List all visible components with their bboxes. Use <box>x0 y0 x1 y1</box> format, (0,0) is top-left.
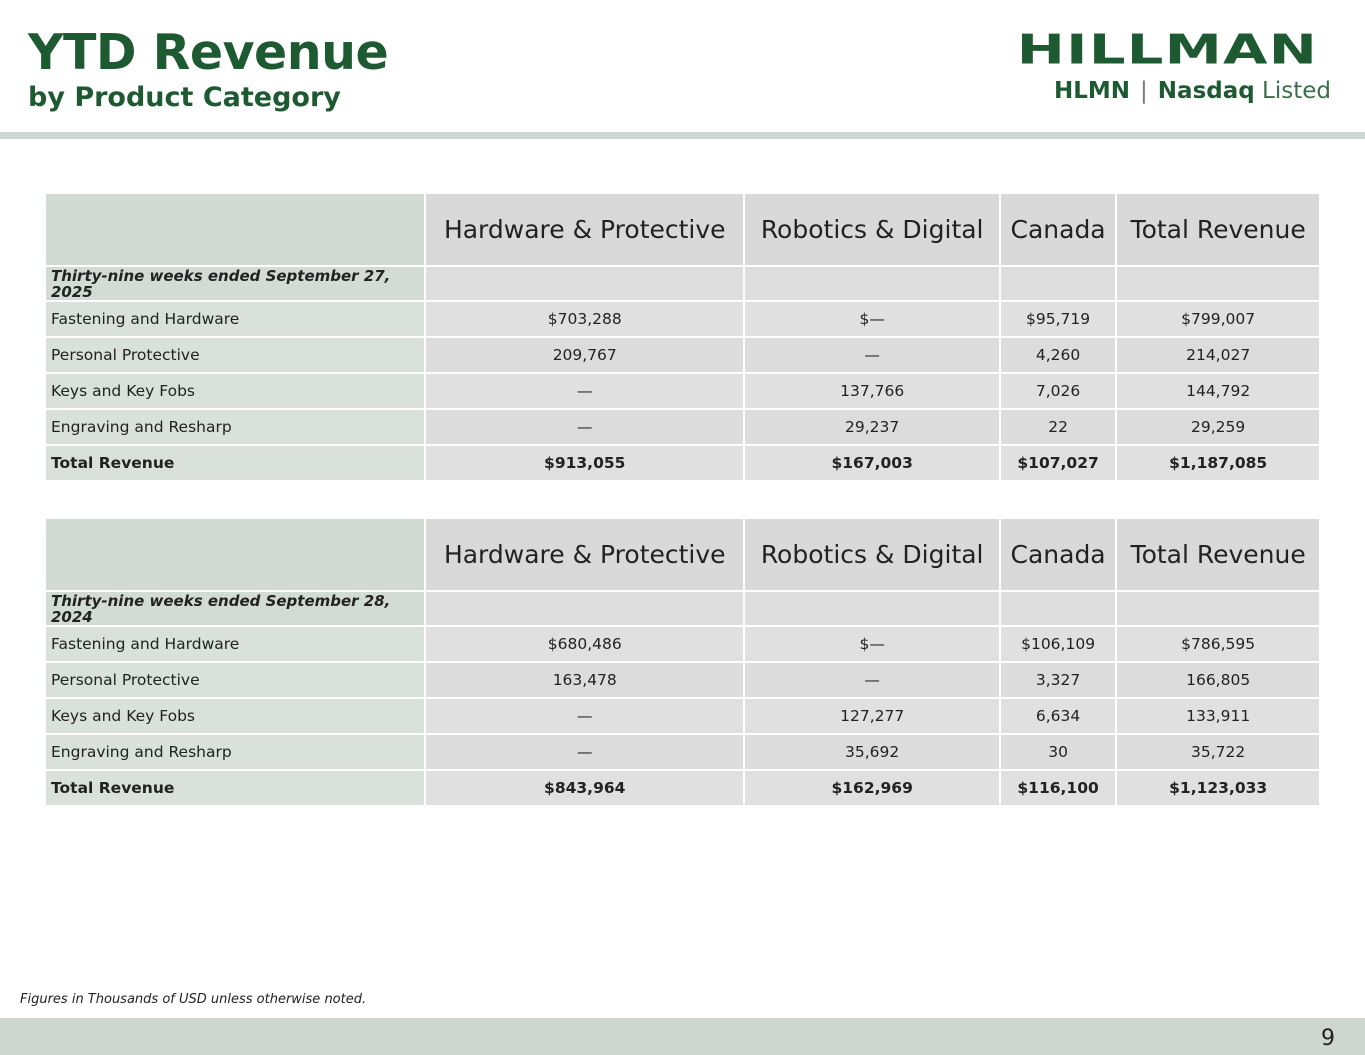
table-cell: $107,027 <box>1000 446 1116 480</box>
period-row: Thirty-nine weeks ended September 27, 20… <box>46 267 1319 300</box>
period-label: Thirty-nine weeks ended September 27, 20… <box>46 267 424 300</box>
table-cell: 209,767 <box>426 338 744 372</box>
empty-cell <box>1000 592 1116 625</box>
total-row: Total Revenue $843,964 $162,969 $116,100 $1,… <box>46 771 1319 805</box>
row-label: Personal Protective <box>46 338 424 372</box>
header-row: Hardware & Protective Robotics & Digital C… <box>46 194 1319 265</box>
logo-tagline: HLMN | Nasdaq Listed <box>1035 78 1350 104</box>
total-row: Total Revenue $913,055 $167,003 $107,027 $1,… <box>46 446 1319 480</box>
row-label: Fastening and Hardware <box>46 627 424 661</box>
table-cell: 35,692 <box>745 735 999 769</box>
period-label: Thirty-nine weeks ended September 28, 20… <box>46 592 424 625</box>
column-header: Total Revenue <box>1117 519 1319 590</box>
page-subtitle: by Product Category <box>28 82 341 113</box>
table-cell: 166,805 <box>1117 663 1319 697</box>
column-header <box>46 519 424 590</box>
logo-ticker: HLMN <box>1054 78 1131 104</box>
table-cell: $843,964 <box>426 771 744 805</box>
table-row: Fastening and Hardware $703,288 $— $95,719 $… <box>46 302 1319 336</box>
logo-wordmark: HILLMAN <box>1016 24 1319 74</box>
logo-exchange: Nasdaq <box>1157 78 1255 104</box>
table-row: Personal Protective 209,767—4,260 214,027 <box>46 338 1319 372</box>
column-header <box>46 194 424 265</box>
table-cell: 163,478 <box>426 663 744 697</box>
table-cell: — <box>745 338 999 372</box>
column-header: Hardware & Protective <box>426 519 744 590</box>
row-label: Total Revenue <box>46 446 424 480</box>
empty-cell <box>426 592 744 625</box>
logo-listed: Listed <box>1262 78 1331 104</box>
column-header: Canada <box>1000 194 1116 265</box>
row-label: Keys and Key Fobs <box>46 374 424 408</box>
table-cell: — <box>426 699 744 733</box>
table-cell: 35,722 <box>1117 735 1319 769</box>
row-label: Engraving and Resharp <box>46 735 424 769</box>
table-cell: — <box>426 410 744 444</box>
row-label: Total Revenue <box>46 771 424 805</box>
table-cell: 137,766 <box>745 374 999 408</box>
column-header: Total Revenue <box>1117 194 1319 265</box>
table-cell: — <box>426 374 744 408</box>
empty-cell <box>426 267 744 300</box>
table-cell: $1,187,085 <box>1117 446 1319 480</box>
logo-separator: | <box>1140 78 1148 104</box>
table-row: Keys and Key Fobs —137,766 7,026 144,792 <box>46 374 1319 408</box>
table-cell: $— <box>745 302 999 336</box>
table-cell: 214,027 <box>1117 338 1319 372</box>
column-header: Robotics & Digital <box>745 194 999 265</box>
table-cell: $— <box>745 627 999 661</box>
empty-cell <box>1000 267 1116 300</box>
table-cell: 29,237 <box>745 410 999 444</box>
revenue-table-2024: Hardware & Protective Robotics & Digital C… <box>44 517 1321 807</box>
column-header: Robotics & Digital <box>745 519 999 590</box>
table-cell: $116,100 <box>1000 771 1116 805</box>
empty-cell <box>1117 592 1319 625</box>
table-cell: 30 <box>1000 735 1116 769</box>
table-cell: — <box>426 735 744 769</box>
table-cell: $799,007 <box>1117 302 1319 336</box>
row-label: Engraving and Resharp <box>46 410 424 444</box>
table-row: Keys and Key Fobs —127,277 6,634 133,911 <box>46 699 1319 733</box>
table-cell: $162,969 <box>745 771 999 805</box>
table-cell: $106,109 <box>1000 627 1116 661</box>
empty-cell <box>745 592 999 625</box>
table-cell: 7,026 <box>1000 374 1116 408</box>
header-row: Hardware & Protective Robotics & Digital C… <box>46 519 1319 590</box>
row-label: Keys and Key Fobs <box>46 699 424 733</box>
row-label: Personal Protective <box>46 663 424 697</box>
revenue-table-2025: Hardware & Protective Robotics & Digital C… <box>44 192 1321 482</box>
table-row: Fastening and Hardware $680,486 $— $106,109… <box>46 627 1319 661</box>
table-row: Personal Protective 163,478—3,327 166,805 <box>46 663 1319 697</box>
table-cell: $786,595 <box>1117 627 1319 661</box>
table-cell: $913,055 <box>426 446 744 480</box>
table-cell: $703,288 <box>426 302 744 336</box>
footer-bar <box>0 1018 1365 1055</box>
table-cell: 144,792 <box>1117 374 1319 408</box>
table-cell: 22 <box>1000 410 1116 444</box>
column-header: Canada <box>1000 519 1116 590</box>
header-divider <box>0 132 1365 139</box>
page-number: 9 <box>1321 1026 1335 1051</box>
table-cell: 3,327 <box>1000 663 1116 697</box>
table-cell: 6,634 <box>1000 699 1116 733</box>
footnote: Figures in Thousands of USD unless other… <box>20 992 367 1007</box>
table-cell: $95,719 <box>1000 302 1116 336</box>
empty-cell <box>1117 267 1319 300</box>
table-cell: $167,003 <box>745 446 999 480</box>
table-cell: 127,277 <box>745 699 999 733</box>
table-cell: $1,123,033 <box>1117 771 1319 805</box>
table-cell: — <box>745 663 999 697</box>
table-cell: 4,260 <box>1000 338 1116 372</box>
period-row: Thirty-nine weeks ended September 28, 20… <box>46 592 1319 625</box>
table-cell: $680,486 <box>426 627 744 661</box>
empty-cell <box>745 267 999 300</box>
row-label: Fastening and Hardware <box>46 302 424 336</box>
hillman-logo: HILLMAN HLMN | Nasdaq Listed <box>985 26 1350 104</box>
column-header: Hardware & Protective <box>426 194 744 265</box>
page-title: YTD Revenue <box>28 24 389 81</box>
table-row: Engraving and Resharp —35,692 30 35,722 <box>46 735 1319 769</box>
table-cell: 133,911 <box>1117 699 1319 733</box>
table-cell: 29,259 <box>1117 410 1319 444</box>
table-row: Engraving and Resharp —29,237 22 29,259 <box>46 410 1319 444</box>
